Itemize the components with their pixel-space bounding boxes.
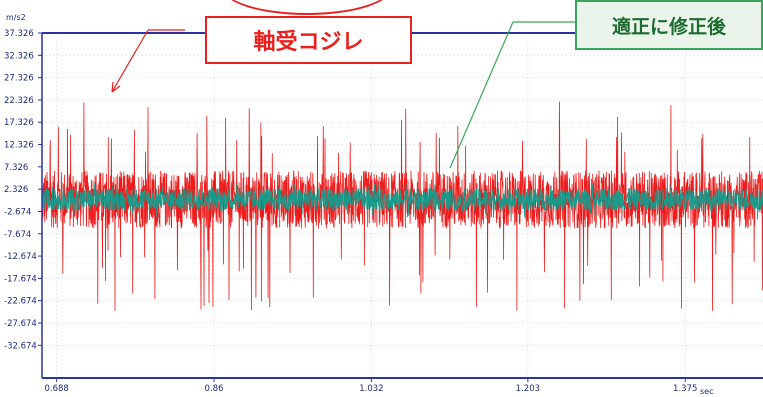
- y-tick-label: -27.674: [4, 319, 37, 329]
- callout-bearing-misalignment: 軸受コジレ: [205, 16, 412, 64]
- y-unit-label: m/s2: [6, 13, 26, 22]
- y-tick-label: -32.674: [4, 341, 37, 351]
- x-unit-label: sec: [700, 387, 714, 396]
- y-tick-label: -22.674: [4, 297, 37, 307]
- y-tick-label: 12.326: [4, 141, 34, 151]
- x-tick-label: 1.032: [359, 384, 383, 394]
- series-teal-signal: [41, 182, 763, 218]
- y-tick-label: -17.674: [4, 274, 37, 284]
- green-pointer-line: [449, 21, 514, 169]
- y-tick-label: -12.674: [4, 252, 37, 262]
- y-tick-label: -7.674: [4, 230, 31, 240]
- red-pointer-arrow-shaft: [111, 29, 149, 93]
- y-tick-label: 2.326: [4, 185, 28, 195]
- x-tick-label: 0.688: [44, 384, 68, 394]
- x-tick-label: 1.375: [673, 384, 697, 394]
- y-tick-label: -2.674: [4, 207, 31, 217]
- callout-after-label: 適正に修正後: [611, 15, 726, 38]
- y-tick-label: 7.326: [4, 163, 28, 173]
- y-tick-label: 37.326: [4, 29, 34, 39]
- x-tick-label: 1.203: [516, 384, 540, 394]
- x-tick-label: 0.86: [205, 384, 224, 394]
- series-green-trace: [41, 182, 763, 218]
- y-tick-label: 17.326: [4, 118, 34, 128]
- y-tick-label: 27.326: [4, 74, 34, 84]
- y-tick-label: 22.326: [4, 96, 34, 106]
- red-arrow-head: [111, 81, 121, 93]
- y-tick-label: 32.326: [4, 51, 34, 61]
- callout-bearing-label: 軸受コジレ: [253, 30, 364, 55]
- y-axis-ticks: 37.326 32.326 27.326 22.326 17.326 12.326 7.32…: [4, 29, 42, 351]
- callout-after-correction: 適正に修正後: [575, 0, 763, 50]
